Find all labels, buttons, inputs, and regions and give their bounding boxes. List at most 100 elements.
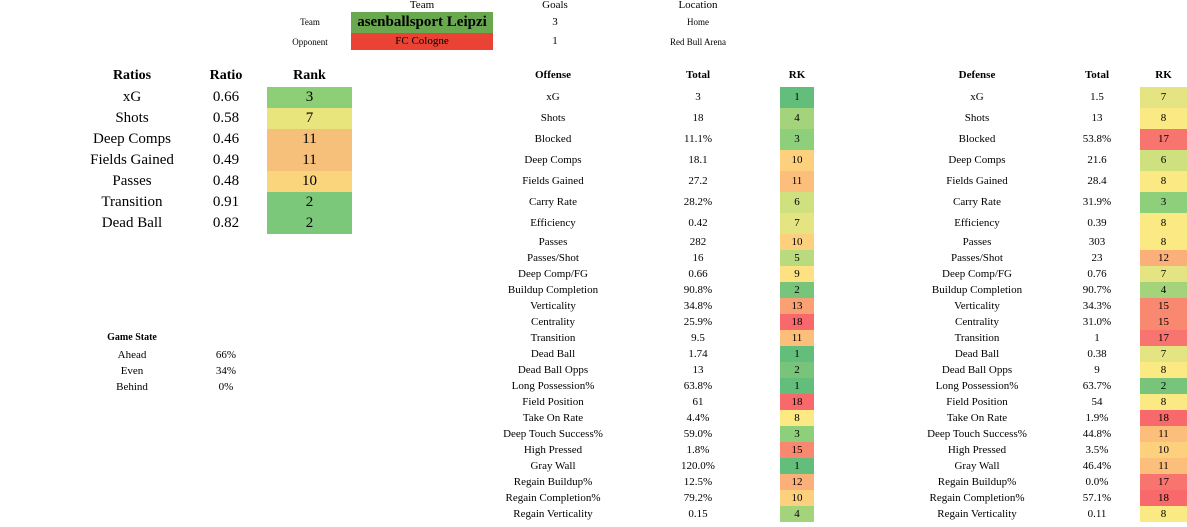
defense-label: Blocked [958,133,996,145]
defense-rank: 8 [1140,394,1187,410]
defense-total: 0.0% [1085,476,1109,488]
defense-label: Field Position [946,396,1008,408]
offense-rank: 12 [780,474,814,490]
opponent-name: FC Cologne [351,33,493,50]
offense-rank: 1 [780,346,814,362]
defense-label: Gray Wall [954,460,1000,472]
offense-total: 34.8% [683,300,713,312]
defense-rank: 17 [1140,129,1187,150]
offense-total: 59.0% [683,428,713,440]
ratio-value: 0.49 [212,152,240,168]
offense-rank: 4 [780,506,814,522]
offense-label: Dead Ball [530,348,576,360]
offense-rank: 1 [780,378,814,394]
defense-total: 57.1% [1082,492,1112,504]
offense-total: 16 [692,252,704,264]
defense-label: Deep Comp/FG [942,268,1012,280]
defense-total: 0.39 [1087,217,1107,229]
ratio-label: xG [122,89,142,105]
offense-label: Verticality [530,300,576,312]
game-state-value: 66% [215,349,237,361]
defense-total: 303 [1088,236,1106,248]
offense-label: Regain Completion% [505,492,601,504]
defense-label: Dead Ball Opps [941,364,1013,376]
offense-label: Carry Rate [529,196,577,208]
defense-rank: 8 [1140,362,1187,378]
team-label: Team [300,17,320,27]
defense-label: Long Possession% [935,380,1019,392]
game-state-value: 34% [215,365,237,377]
defense-label: High Pressed [947,444,1007,456]
defense-rank: 7 [1140,266,1187,282]
defense-total: 3.5% [1085,444,1109,456]
ratio-rank: 11 [267,150,352,171]
defense-rank: 8 [1140,213,1187,234]
ratios-header-label: Ratios [112,68,152,83]
defense-total: 46.4% [1082,460,1112,472]
game-state-label: Even [120,365,144,377]
offense-label: Blocked [534,133,572,145]
ratio-value: 0.48 [212,173,240,189]
defense-total: 54 [1091,396,1103,408]
offense-total: 120.0% [681,460,715,472]
offense-label: Fields Gained [522,175,584,187]
ratio-label: Fields Gained [90,152,174,168]
defense-total: 28.4 [1087,175,1107,187]
offense-rank: 10 [780,234,814,250]
offense-label: Passes/Shot [527,252,579,264]
game-state-title: Game State [107,332,157,343]
defense-total: 90.7% [1082,284,1112,296]
offense-label: Regain Verticality [513,508,593,520]
defense-label: Passes [962,236,992,248]
opponent-label: Opponent [292,37,328,47]
defense-total: 23 [1091,252,1103,264]
defense-label: Deep Touch Success% [927,428,1027,440]
defense-rank: 8 [1140,108,1187,129]
defense-total: 0.38 [1087,348,1107,360]
defense-total: 1.9% [1085,412,1109,424]
defense-total: 31.0% [1082,316,1112,328]
offense-label: Regain Buildup% [513,476,593,488]
defense-rank: 4 [1140,282,1187,298]
ratio-value: 0.58 [212,110,240,126]
team-location: Home [687,17,709,27]
offense-label: Passes [538,236,568,248]
ratio-rank: 11 [267,129,352,150]
offense-label: Long Possession% [511,380,595,392]
game-state-label: Ahead [117,349,147,361]
defense-rank: 8 [1140,506,1187,522]
offense-rank: 1 [780,87,814,108]
ratio-rank: 7 [267,108,352,129]
offense-total: 63.8% [683,380,713,392]
offense-total: 18.1 [688,154,708,166]
defense-rank: 3 [1140,192,1187,213]
ratio-label: Transition [101,194,163,210]
ratio-value: 0.82 [212,215,240,231]
offense-rank: 8 [780,410,814,426]
offense-total: 25.9% [683,316,713,328]
defense-rank: 10 [1140,442,1187,458]
offense-rank: 5 [780,250,814,266]
defense-rank: 11 [1140,426,1187,442]
defense-total: 0.11 [1087,508,1107,520]
offense-total: 0.66 [688,268,708,280]
offense-total: 9.5 [691,332,705,344]
defense-rank: 17 [1140,330,1187,346]
offense-rank: 6 [780,192,814,213]
offense-label: Buildup Completion [507,284,599,296]
offense-rank: 3 [780,426,814,442]
defense-total: 31.9% [1082,196,1112,208]
offense-rank: 2 [780,282,814,298]
defense-label: Verticality [954,300,1000,312]
defense-rank: 11 [1140,458,1187,474]
offense-total: 282 [689,236,707,248]
defense-label: Passes/Shot [951,252,1003,264]
ratio-rank: 3 [267,87,352,108]
defense-header-label: Defense [958,69,996,81]
offense-total: 90.8% [683,284,713,296]
defense-rank: 18 [1140,490,1187,506]
offense-rank: 1 [780,458,814,474]
offense-label: Efficiency [530,217,576,229]
defense-total: 1.5 [1090,91,1104,103]
offense-total: 27.2 [688,175,708,187]
